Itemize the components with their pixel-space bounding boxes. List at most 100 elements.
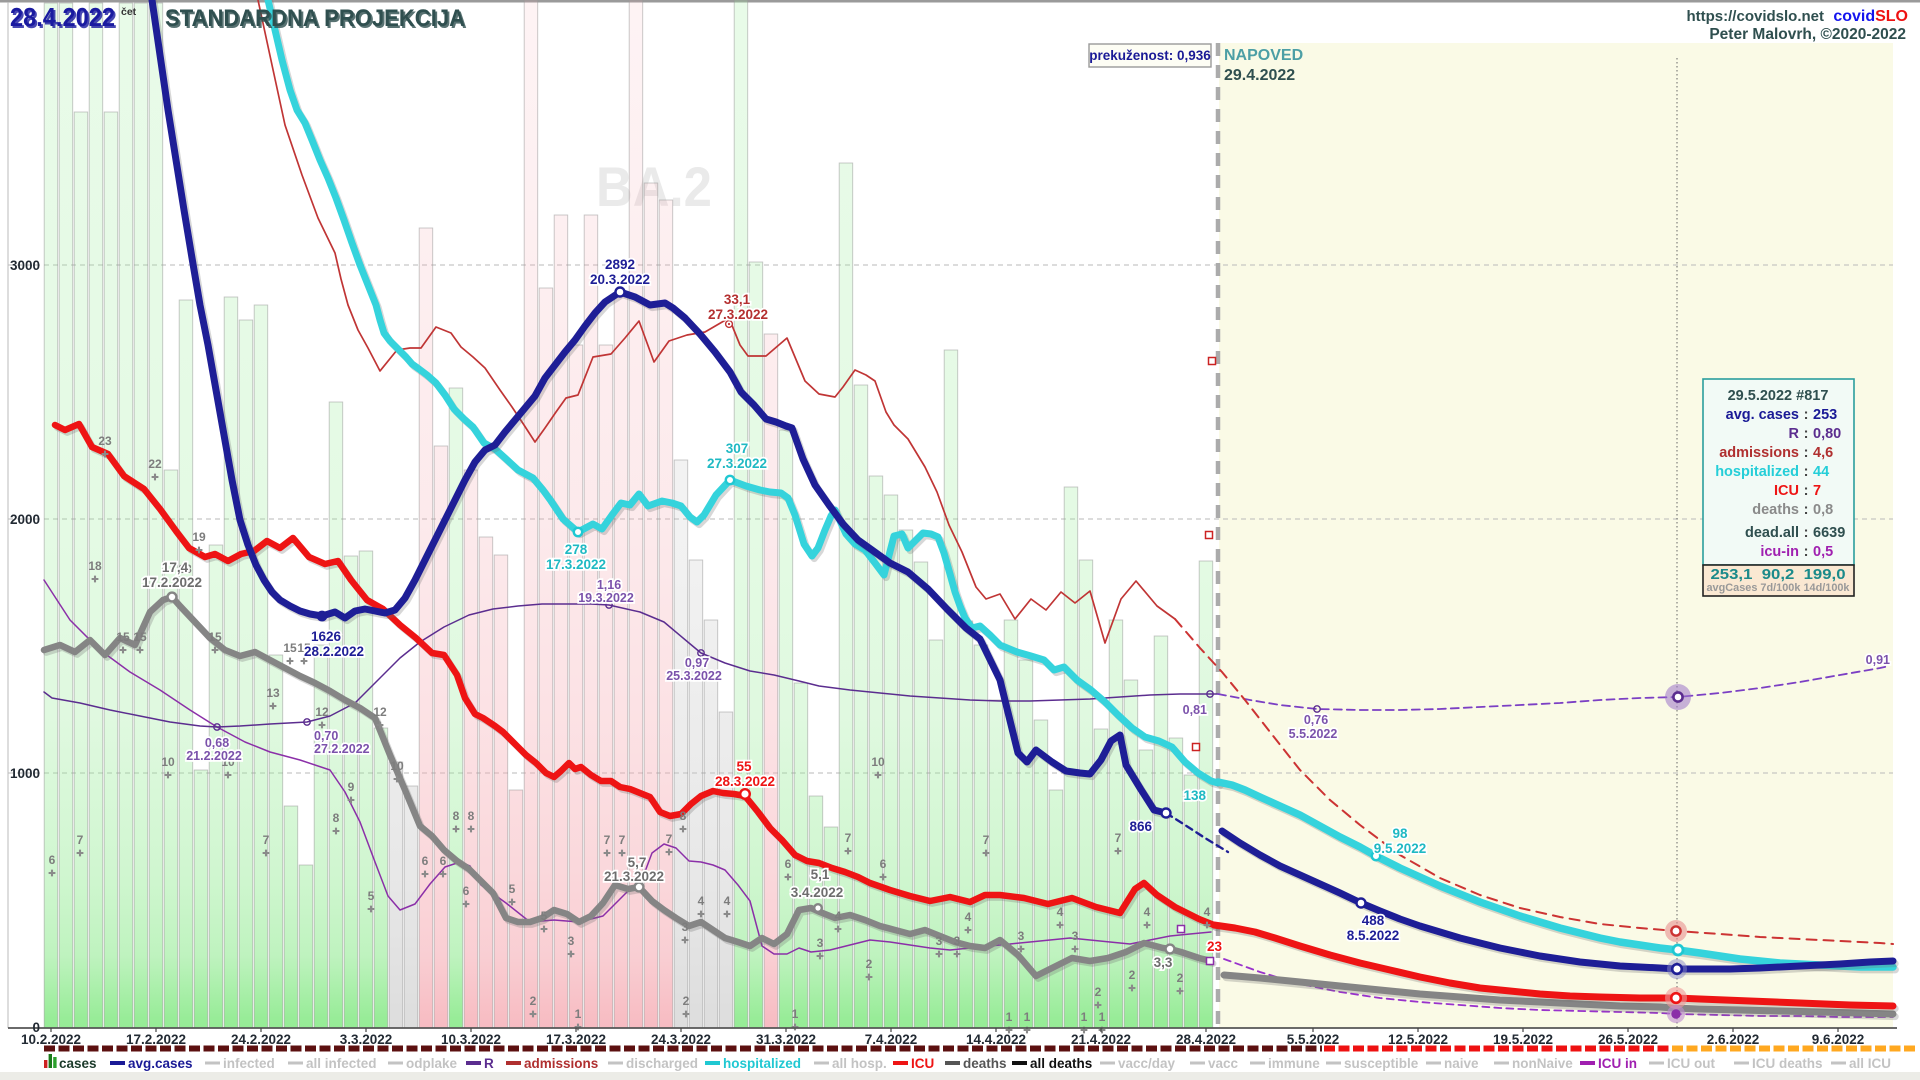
svg-text:23: 23 — [98, 434, 112, 448]
svg-text:15: 15 — [116, 630, 130, 644]
svg-text:15: 15 — [283, 641, 297, 655]
svg-text:27.3.2022: 27.3.2022 — [708, 307, 768, 322]
svg-text:5.5.2022: 5.5.2022 — [1287, 1032, 1340, 1047]
svg-text:infected: infected — [223, 1056, 275, 1071]
svg-text:5,1: 5,1 — [811, 867, 830, 882]
svg-text:18: 18 — [88, 559, 102, 573]
svg-text::: : — [1804, 502, 1809, 518]
svg-text:0,80: 0,80 — [1813, 426, 1841, 442]
svg-text:nonNaive: nonNaive — [1512, 1056, 1573, 1071]
svg-text:6: 6 — [49, 853, 56, 867]
svg-text:icu-in: icu-in — [1760, 544, 1799, 560]
svg-text:8: 8 — [468, 809, 475, 823]
svg-text:0,76: 0,76 — [1304, 713, 1328, 727]
svg-text:15: 15 — [297, 641, 311, 655]
svg-text:307: 307 — [726, 441, 749, 456]
svg-text:discharged: discharged — [626, 1056, 698, 1071]
svg-text:all ICU: all ICU — [1849, 1056, 1891, 1071]
svg-text:29.4.2022: 29.4.2022 — [1224, 67, 1295, 84]
svg-text:8: 8 — [453, 809, 460, 823]
svg-text:0,8: 0,8 — [1813, 502, 1833, 518]
svg-text:12: 12 — [315, 705, 329, 719]
svg-text:10: 10 — [221, 755, 235, 769]
svg-text:28.4.2022: 28.4.2022 — [12, 4, 117, 34]
svg-text:3: 3 — [1018, 929, 1025, 943]
svg-text:13: 13 — [266, 686, 280, 700]
svg-text:0: 0 — [32, 1020, 40, 1035]
svg-text:3.4.2022: 3.4.2022 — [791, 885, 844, 900]
svg-text:15: 15 — [208, 630, 222, 644]
svg-text:7: 7 — [1813, 483, 1821, 499]
svg-text:0,97: 0,97 — [685, 656, 709, 670]
svg-text:admissions: admissions — [524, 1056, 598, 1071]
svg-text:2: 2 — [683, 994, 690, 1008]
svg-text:10: 10 — [390, 759, 404, 773]
svg-text:2892: 2892 — [605, 257, 635, 272]
svg-text:28.4.2022: 28.4.2022 — [10, 2, 115, 32]
svg-text:prekuženost: 0,936: prekuženost: 0,936 — [1089, 48, 1211, 63]
svg-text::: : — [1804, 544, 1809, 560]
svg-text:hospitalized: hospitalized — [1715, 464, 1799, 480]
svg-text:ICU: ICU — [1774, 483, 1799, 499]
svg-text:31.3.2022: 31.3.2022 — [756, 1032, 816, 1047]
svg-text:3.3.2022: 3.3.2022 — [340, 1032, 393, 1047]
svg-text:17.3.2022: 17.3.2022 — [546, 557, 606, 572]
svg-text:ICU deaths: ICU deaths — [1752, 1056, 1823, 1071]
svg-text:7: 7 — [77, 833, 84, 847]
svg-text:4: 4 — [835, 909, 842, 923]
svg-text:2: 2 — [1095, 985, 1102, 999]
svg-text:4: 4 — [1057, 905, 1064, 919]
svg-text:9.6.2022: 9.6.2022 — [1812, 1032, 1865, 1047]
svg-text:28.4.2022: 28.4.2022 — [1176, 1032, 1236, 1047]
svg-text:NAPOVED: NAPOVED — [1224, 47, 1303, 64]
svg-text:R: R — [484, 1056, 494, 1071]
svg-text:3000: 3000 — [10, 258, 40, 273]
svg-text:9.5.2022: 9.5.2022 — [1374, 841, 1427, 856]
svg-text:1: 1 — [1099, 1010, 1106, 1024]
svg-text::: : — [1804, 483, 1809, 499]
svg-text:cases: cases — [59, 1056, 97, 1071]
svg-text:0,70: 0,70 — [314, 729, 338, 743]
svg-text:18: 18 — [178, 562, 192, 576]
svg-text:avgCases 7d/100k 14d/100k: avgCases 7d/100k 14d/100k — [1707, 582, 1851, 594]
svg-text:0,81: 0,81 — [1183, 703, 1207, 717]
svg-text:10: 10 — [161, 755, 175, 769]
svg-text:28.3.2022: 28.3.2022 — [715, 774, 775, 789]
svg-text:ICU: ICU — [911, 1056, 934, 1071]
svg-text:4: 4 — [1204, 905, 1211, 919]
svg-text:vacc/day: vacc/day — [1118, 1056, 1176, 1071]
svg-text:44: 44 — [1813, 464, 1829, 480]
svg-text:33,1: 33,1 — [724, 292, 751, 307]
svg-text:1: 1 — [575, 1007, 582, 1021]
svg-text:17.3.2022: 17.3.2022 — [546, 1032, 606, 1047]
svg-text:55: 55 — [736, 759, 752, 774]
svg-text:24.2.2022: 24.2.2022 — [231, 1032, 291, 1047]
svg-text:ICU in: ICU in — [1598, 1056, 1637, 1071]
svg-text:2: 2 — [866, 957, 873, 971]
svg-text:R: R — [1789, 426, 1800, 442]
svg-text:28.2.2022: 28.2.2022 — [304, 644, 364, 659]
svg-text:8: 8 — [680, 809, 687, 823]
svg-text:14.4.2022: 14.4.2022 — [966, 1032, 1026, 1047]
svg-text:STANDARDNA PROJEKCIJA: STANDARDNA PROJEKCIJA — [167, 7, 467, 34]
svg-text:3: 3 — [682, 920, 689, 934]
svg-text:Peter Malovrh, ©2020-2022: Peter Malovrh, ©2020-2022 — [1709, 26, 1906, 43]
svg-text:dead.all: dead.all — [1745, 525, 1799, 541]
svg-text:10.3.2022: 10.3.2022 — [441, 1032, 501, 1047]
svg-text:4,6: 4,6 — [1813, 445, 1833, 461]
svg-text:5: 5 — [509, 882, 516, 896]
svg-text:0,68: 0,68 — [205, 736, 229, 750]
svg-text:3,3: 3,3 — [1154, 955, 1173, 970]
svg-text:27.2.2022: 27.2.2022 — [314, 742, 370, 756]
svg-text:21.2.2022: 21.2.2022 — [186, 749, 242, 763]
svg-text:4: 4 — [1144, 905, 1151, 919]
svg-text:8.5.2022: 8.5.2022 — [1347, 928, 1400, 943]
svg-text:22: 22 — [148, 457, 162, 471]
svg-text::: : — [1804, 426, 1809, 442]
svg-text:253: 253 — [1813, 407, 1837, 423]
svg-text:avg. cases: avg. cases — [1726, 407, 1799, 423]
svg-text:1,16: 1,16 — [597, 578, 621, 592]
svg-text:25.3.2022: 25.3.2022 — [666, 669, 722, 683]
svg-text:7: 7 — [845, 831, 852, 845]
svg-text:deaths: deaths — [1752, 502, 1799, 518]
